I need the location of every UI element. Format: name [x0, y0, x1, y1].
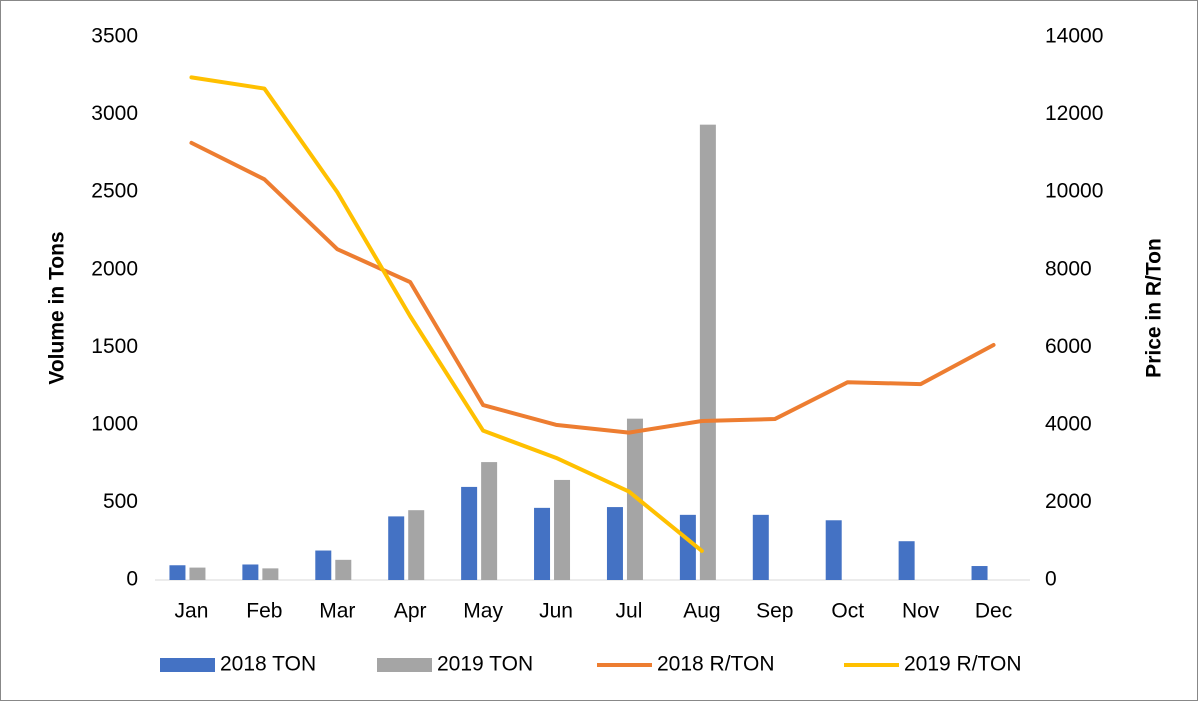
bar: [388, 516, 405, 580]
x-tick-label: Jun: [539, 600, 573, 623]
bar: [189, 567, 206, 580]
x-tick-label: Aug: [683, 600, 720, 623]
legend-label: 2018 R/TON: [657, 653, 775, 676]
y-tick-label: 3000: [91, 102, 138, 125]
x-tick-label: May: [463, 600, 503, 623]
bar: [335, 559, 352, 580]
bar: [699, 124, 716, 581]
y2-tick-label: 2000: [1045, 490, 1092, 513]
y-tick-label: 3500: [91, 25, 138, 48]
legend-label: 2018 TON: [220, 653, 316, 676]
y2-tick-label: 8000: [1045, 257, 1092, 280]
y-tick-label: 1500: [91, 335, 138, 358]
line: [189, 140, 996, 435]
y2-axis-label: Price in R/Ton: [1143, 238, 1166, 378]
bar: [554, 479, 571, 580]
legend-swatch: [377, 658, 432, 672]
y2-tick-label: 0: [1045, 568, 1057, 591]
y2-tick-label: 12000: [1045, 102, 1103, 125]
bar: [262, 568, 279, 580]
x-tick-label: Nov: [902, 600, 940, 623]
legend-swatch: [160, 658, 215, 672]
y2-tick-label: 6000: [1045, 335, 1092, 358]
bar: [408, 510, 425, 580]
bar: [626, 418, 643, 580]
x-tick-label: Mar: [319, 600, 355, 623]
x-tick-label: Dec: [975, 600, 1012, 623]
y2-tick-label: 10000: [1045, 180, 1103, 203]
y-tick-label: 0: [126, 568, 138, 591]
bar: [679, 514, 696, 580]
x-tick-label: Jul: [616, 600, 643, 623]
y-tick-label: 1000: [91, 412, 138, 435]
bar: [971, 566, 988, 580]
bar: [534, 507, 551, 580]
bar: [461, 486, 478, 580]
y-tick-label: 2500: [91, 180, 138, 203]
y2-tick-label: 4000: [1045, 412, 1092, 435]
x-tick-label: Feb: [246, 600, 282, 623]
bar: [825, 520, 842, 580]
line: [189, 75, 704, 553]
legend-label: 2019 R/TON: [904, 653, 1022, 676]
bar: [606, 507, 623, 580]
y-axis-label: Volume in Tons: [46, 231, 69, 384]
bar: [898, 541, 915, 580]
bar: [315, 550, 332, 580]
x-tick-label: Jan: [175, 600, 209, 623]
x-tick-label: Sep: [756, 600, 793, 623]
x-tick-label: Apr: [394, 600, 427, 623]
x-tick-label: Oct: [831, 600, 864, 623]
y-tick-label: 500: [103, 490, 138, 513]
bar: [752, 514, 769, 580]
y2-tick-label: 14000: [1045, 25, 1103, 48]
bar: [169, 565, 186, 580]
bar: [242, 564, 259, 580]
bar: [481, 462, 498, 580]
y-tick-label: 2000: [91, 257, 138, 280]
legend-label: 2019 TON: [437, 653, 533, 676]
